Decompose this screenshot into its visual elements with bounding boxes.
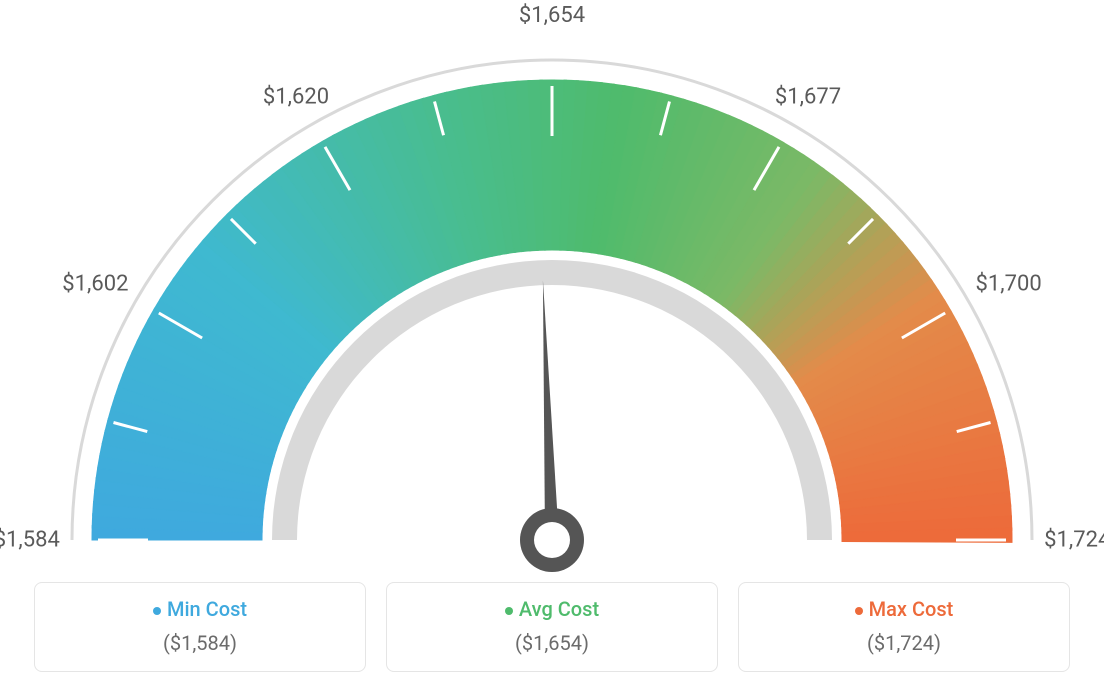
legend-value: ($1,724) [749,631,1059,655]
gauge-needle [520,280,584,572]
gauge-tick-label: $1,602 [62,272,128,297]
gauge-tick-label: $1,724 [1044,528,1104,553]
legend-title-text: Avg Cost [519,597,599,621]
gauge-svg [0,0,1104,580]
legend-dot-icon [505,607,513,615]
gauge-tick-label: $1,677 [775,84,841,109]
legend-card: Min Cost ($1,584) [34,582,366,672]
gauge-tick-label: $1,700 [976,272,1042,297]
legend-value: ($1,654) [397,631,707,655]
legend-value: ($1,584) [45,631,355,655]
legend-title-text: Max Cost [869,597,954,621]
gauge-tick-label: $1,620 [263,84,329,109]
gauge-chart: $1,584 $1,602 $1,620 $1,654 $1,677 $1,700 $1,7… [0,0,1104,560]
gauge-tick-label: $1,654 [519,3,585,28]
legend-card: Avg Cost ($1,654) [386,582,718,672]
gauge-tick-label: $1,584 [0,528,60,553]
legend-title: Avg Cost [397,597,707,621]
legend-row: Min Cost ($1,584) Avg Cost ($1,654) Max Cost… [0,582,1104,672]
legend-card: Max Cost ($1,724) [738,582,1070,672]
legend-dot-icon [153,607,161,615]
legend-title: Max Cost [749,597,1059,621]
legend-title: Min Cost [45,597,355,621]
chart-container: $1,584 $1,602 $1,620 $1,654 $1,677 $1,700 $1,7… [0,0,1104,690]
legend-title-text: Min Cost [167,597,247,621]
legend-dot-icon [855,607,863,615]
